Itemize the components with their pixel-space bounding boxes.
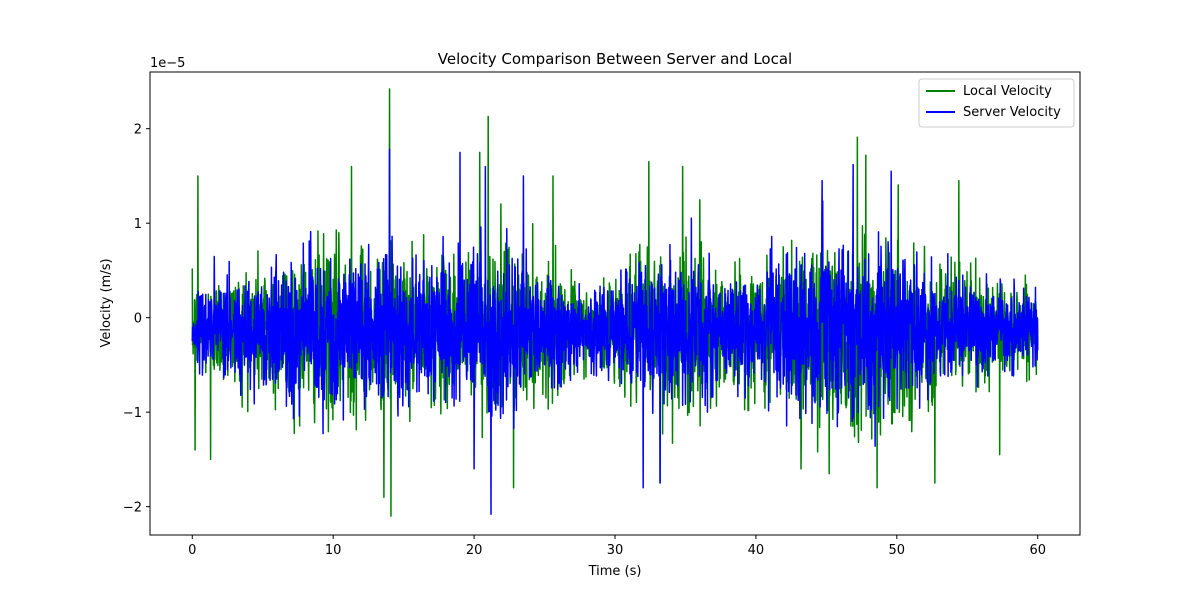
legend: Local Velocity Server Velocity xyxy=(918,78,1075,128)
x-axis: 0 10 20 30 40 50 60 xyxy=(188,535,1046,558)
x-axis-label: Time (s) xyxy=(588,564,642,579)
series-line-server-velocity xyxy=(191,148,1039,515)
x-tick-label: 0 xyxy=(188,543,196,558)
x-tick-label: 10 xyxy=(325,543,342,558)
x-tick-label: 20 xyxy=(466,543,483,558)
y-tick-label: −2 xyxy=(123,501,142,516)
y-offset-label: 1e−5 xyxy=(150,56,185,71)
chart-title: Velocity Comparison Between Server and L… xyxy=(438,50,792,68)
series-layer xyxy=(191,88,1039,517)
y-axis: −2 −1 0 1 2 xyxy=(123,123,150,516)
y-tick-label: 1 xyxy=(134,217,142,232)
x-tick-label: 50 xyxy=(889,543,906,558)
y-tick-label: −1 xyxy=(123,406,142,421)
x-tick-label: 40 xyxy=(748,543,765,558)
y-tick-label: 2 xyxy=(134,123,142,138)
y-tick-label: 0 xyxy=(134,312,142,327)
legend-box xyxy=(918,78,1075,128)
x-tick-label: 60 xyxy=(1029,543,1046,558)
x-tick-label: 30 xyxy=(607,543,624,558)
y-axis-label: Velocity (m/s) xyxy=(99,258,114,347)
legend-label-local: Local Velocity xyxy=(963,84,1052,99)
legend-label-server: Server Velocity xyxy=(963,105,1061,120)
